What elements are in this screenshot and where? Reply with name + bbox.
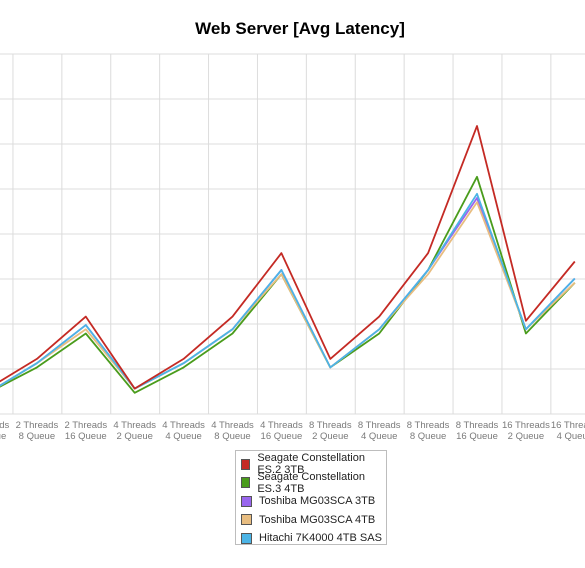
x-tick-label: 4 Queue	[557, 431, 585, 442]
x-tick-label: 16 Queue	[65, 431, 107, 442]
legend-label: Toshiba MG03SCA 4TB	[259, 513, 376, 526]
x-tick-label: 2 Queue	[508, 431, 544, 442]
legend-swatch	[241, 477, 251, 489]
legend-item: Seagate Constellation ES.2 3TB	[241, 452, 386, 477]
x-tick-label: 4 Threads	[162, 420, 205, 431]
x-tick-label: 8 Queue	[410, 431, 446, 442]
legend-item: Toshiba MG03SCA 3TB	[241, 492, 386, 511]
x-tick-label: 4 Queue	[361, 431, 397, 442]
x-tick-label: 2 Threads	[64, 420, 107, 431]
legend-item: Seagate Constellation ES.3 4TB	[241, 470, 386, 495]
x-tick-label: 8 Threads	[358, 420, 401, 431]
x-tick-label: 8 Queue	[19, 431, 55, 442]
x-tick-label: 16 Threads	[551, 420, 585, 431]
x-tick-label: 4 Queue	[0, 431, 6, 442]
x-tick-label: 2 Queue	[116, 431, 152, 442]
legend-label: Seagate Constellation ES.2 3TB	[257, 452, 365, 477]
legend-swatch	[241, 458, 251, 470]
series-lines	[0, 125, 576, 394]
x-tick-label: 8 Queue	[214, 431, 250, 442]
legend-swatch	[241, 495, 252, 507]
x-tick-label: 4 Queue	[165, 431, 201, 442]
x-tick-label: 4 Threads	[113, 420, 156, 431]
series-line-1	[0, 125, 576, 390]
legend-label: Hitachi 7K4000 4TB SAS	[259, 532, 382, 545]
chart-title: Web Server [Avg Latency]	[195, 19, 405, 38]
x-tick-label: 4 Threads	[211, 420, 254, 431]
x-tick-label: 2 Threads	[0, 420, 10, 431]
x-tick-label: 2 Threads	[16, 420, 59, 431]
x-tick-label: 16 Queue	[261, 431, 303, 442]
x-tick-label: 16 Queue	[456, 431, 498, 442]
x-tick-label: 8 Threads	[456, 420, 499, 431]
series-line-5	[0, 192, 576, 390]
legend-item: Hitachi 7K4000 4TB SAS	[241, 529, 386, 548]
legend-swatch	[241, 514, 252, 526]
legend-item: Toshiba MG03SCA 4TB	[241, 511, 386, 530]
x-tick-label: 8 Threads	[407, 420, 450, 431]
x-tick-label: 16 Threads	[502, 420, 550, 431]
legend-label: Toshiba MG03SCA 3TB	[259, 495, 376, 508]
x-tick-label: 2 Queue	[312, 431, 348, 442]
legend: Seagate Constellation ES.2 3TB Seagate Co…	[235, 450, 387, 545]
grid-lines	[0, 53, 585, 415]
series-line-4	[0, 201, 576, 390]
legend-label: Seagate Constellation ES.3 4TB	[257, 470, 365, 495]
x-tick-label: 8 Threads	[309, 420, 352, 431]
x-tick-label: 4 Threads	[260, 420, 303, 431]
legend-swatch	[241, 532, 252, 544]
